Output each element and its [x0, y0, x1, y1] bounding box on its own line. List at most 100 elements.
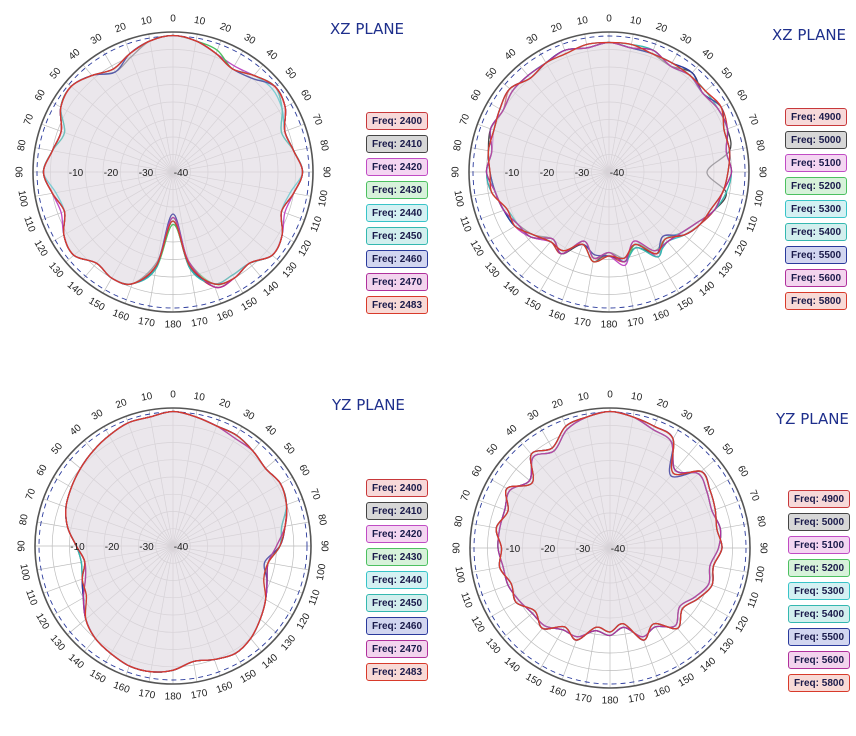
angle-label: 150	[676, 295, 696, 313]
angle-label: 60	[734, 88, 749, 104]
angle-label: 70	[308, 487, 322, 502]
angle-label: 120	[297, 238, 315, 258]
angle-label: 40	[503, 47, 519, 63]
angle-label: 40	[262, 423, 278, 439]
legend: Freq: 4900 Freq: 5000 Freq: 5100 Freq: 5200…	[785, 108, 847, 310]
angle-label: 140	[697, 279, 717, 298]
angle-label: 30	[679, 408, 695, 423]
angle-label: 160	[112, 680, 132, 696]
angle-label: 80	[453, 515, 466, 528]
plot-title: YZ PLANE	[776, 410, 849, 428]
ring-label: -30	[139, 168, 154, 179]
grid-ring	[556, 119, 662, 225]
grid-ring	[120, 493, 226, 599]
angle-label: 80	[753, 139, 766, 152]
angle-label: 20	[550, 21, 565, 35]
ring-label: -30	[575, 168, 590, 179]
angle-label: 90	[321, 166, 332, 178]
panel-yz-5g: -10 -20 -30 -40 0 10 20 30 40 50 60 70 80 90 100 110 120…	[430, 370, 856, 730]
angle-label: 40	[264, 47, 280, 63]
angle-label: 20	[114, 21, 129, 35]
angle-label: 130	[46, 260, 65, 280]
angle-label: 90	[15, 166, 26, 178]
angle-label: 140	[66, 652, 86, 671]
angle-label: 90	[319, 540, 330, 552]
angle-label: 150	[88, 668, 108, 686]
angle-label: 120	[734, 614, 752, 634]
grid-ring	[50, 49, 296, 295]
angle-label: 100	[452, 565, 466, 584]
pattern-curves	[42, 34, 304, 289]
angle-label: 20	[217, 397, 232, 411]
angle-label: 150	[523, 296, 543, 314]
ring-label: -10	[506, 544, 521, 555]
angle-label: 130	[718, 636, 737, 656]
ring-label: -10	[69, 168, 84, 179]
angle-label: 140	[261, 279, 281, 298]
reference-circle	[472, 35, 746, 309]
angle-label: 0	[170, 390, 176, 401]
legend-entry: Freq: 2483	[366, 663, 428, 681]
angle-label: 10	[193, 15, 206, 28]
angle-label: 30	[525, 32, 541, 47]
angle-label: 150	[239, 668, 259, 686]
grid-ring	[102, 101, 244, 243]
legend-entry: Freq: 5300	[785, 200, 847, 218]
angle-label: 40	[67, 47, 83, 63]
angle-label: 10	[630, 391, 643, 404]
grid-ring	[592, 530, 628, 566]
angle-label: 40	[701, 423, 717, 439]
angle-label: 100	[17, 563, 31, 582]
legend-entry: Freq: 5100	[785, 154, 847, 172]
angle-label: 90	[17, 540, 28, 552]
angle-label: 60	[470, 464, 485, 480]
pattern-curve	[495, 410, 723, 641]
angle-label: 50	[282, 66, 298, 82]
pattern-curve	[485, 41, 733, 263]
legend-entry: Freq: 2400	[366, 112, 428, 130]
legend-entry: Freq: 5500	[788, 628, 850, 646]
angle-label: 20	[114, 397, 129, 411]
ring-label: -20	[541, 544, 556, 555]
legend-entry: Freq: 2483	[366, 296, 428, 314]
legend-entry: Freq: 5200	[788, 559, 850, 577]
ring-labels: -10 -20 -30 -40	[505, 168, 625, 179]
angle-label: 160	[548, 684, 568, 700]
polar-plot-xz-2g: -10 -20 -30 -400 10 2030405060708090100110120…	[15, 14, 332, 331]
angle-label: 40	[700, 47, 716, 63]
angle-label: 30	[242, 32, 258, 47]
angle-label: 160	[215, 680, 235, 696]
angle-label: 60	[469, 88, 484, 104]
angle-label: 30	[526, 408, 542, 423]
ring-label: -20	[540, 168, 555, 179]
angle-label: 140	[698, 655, 718, 674]
angle-label: 80	[16, 139, 29, 152]
angle-label: 50	[485, 442, 501, 458]
legend-entry: Freq: 5000	[788, 513, 850, 531]
panel-xz-2g: -10 -20 -30 -40 0 10 20 30 40 50 60 70 80 90 100 110 120…	[0, 0, 428, 350]
legend-entry: Freq: 2470	[366, 273, 428, 291]
angle-label: 180	[165, 320, 182, 331]
grid-ring	[86, 459, 260, 633]
angle-label: 110	[457, 215, 473, 234]
angle-label: 150	[677, 671, 697, 689]
grid-ring	[138, 511, 208, 581]
legend: Freq: 2400 Freq: 2410 Freq: 2420 Freq: 2430…	[366, 479, 428, 681]
angle-label: 80	[452, 139, 465, 152]
legend: Freq: 2400 Freq: 2410 Freq: 2420 Freq: 2430…	[366, 112, 428, 314]
angle-label: 10	[576, 15, 589, 28]
angle-label: 90	[757, 166, 768, 178]
angle-label: 170	[138, 688, 157, 702]
grid-ring	[538, 101, 680, 243]
angle-label: 60	[735, 464, 750, 480]
angle-label: 80	[315, 513, 328, 526]
pattern-curve	[65, 410, 288, 673]
angle-label: 130	[482, 260, 501, 280]
ring-label: -30	[139, 542, 154, 553]
grid-ring	[85, 84, 261, 260]
angle-label: 180	[601, 320, 618, 331]
polar-plot-yz-5g: -10 -20 -30 -400 10 2030405060708090100110120…	[452, 390, 769, 707]
grid-ring	[103, 476, 243, 616]
legend-entry: Freq: 5300	[788, 582, 850, 600]
legend-entry: Freq: 5600	[785, 269, 847, 287]
